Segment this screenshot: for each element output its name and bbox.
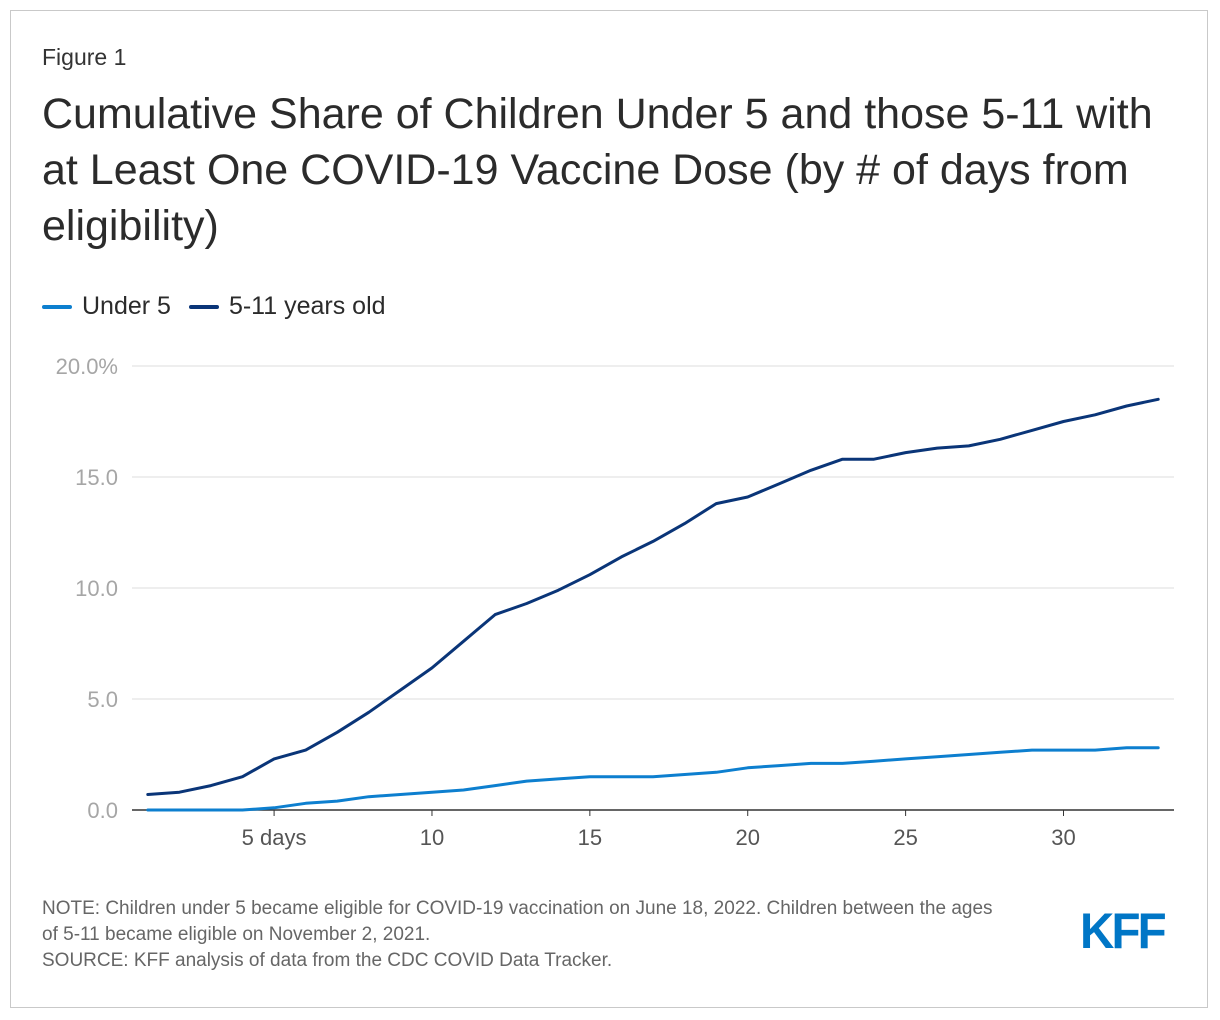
- legend-label-under-5: Under 5: [82, 292, 171, 320]
- x-tick-label: 25: [893, 825, 917, 850]
- note-text: NOTE: Children under 5 became eligible f…: [42, 898, 993, 945]
- chart-notes: NOTE: Children under 5 became eligible f…: [42, 896, 1002, 974]
- x-tick-label: 5 days: [242, 825, 307, 850]
- y-tick-label: 5.0: [87, 687, 118, 712]
- legend-item-5-11: 5-11 years old: [188, 292, 386, 321]
- y-tick-label: 10.0: [75, 576, 118, 601]
- legend-label-5-11: 5-11 years old: [228, 292, 386, 320]
- source-text: SOURCE: KFF analysis of data from the CD…: [42, 950, 613, 971]
- line-chart: 0.0 5.0 10.0 15.0 20.0% 5 days 10 15 20 25 30: [56, 354, 1174, 850]
- y-axis-ticks: 0.0 5.0 10.0 15.0 20.0%: [56, 354, 118, 823]
- x-tick-label: 15: [578, 825, 602, 850]
- series-line-under-5: [146, 746, 1160, 812]
- y-tick-label: 15.0: [75, 465, 118, 490]
- x-axis-ticks: 5 days 10 15 20 25 30: [242, 810, 1076, 850]
- x-tick-label: 20: [735, 825, 759, 850]
- chart-legend: Under 5 5-11 years old: [42, 292, 404, 321]
- kff-logo: KFF: [1080, 903, 1167, 959]
- figure-frame: [10, 10, 1208, 1008]
- series-lines: [146, 397, 1160, 812]
- y-tick-label: 20.0%: [56, 354, 118, 379]
- series-line-5-11: [146, 397, 1160, 796]
- x-tick-label: 10: [420, 825, 444, 850]
- legend-item-under-5: Under 5: [42, 292, 171, 321]
- legend-swatch-under-5: [42, 304, 72, 309]
- gridlines: [132, 365, 1174, 811]
- legend-swatch-5-11: [188, 304, 219, 309]
- x-tick-label: 30: [1051, 825, 1075, 850]
- chart-title: Cumulative Share of Children Under 5 and…: [42, 90, 1153, 250]
- y-tick-label: 0.0: [87, 798, 118, 823]
- figure-label: Figure 1: [42, 44, 127, 70]
